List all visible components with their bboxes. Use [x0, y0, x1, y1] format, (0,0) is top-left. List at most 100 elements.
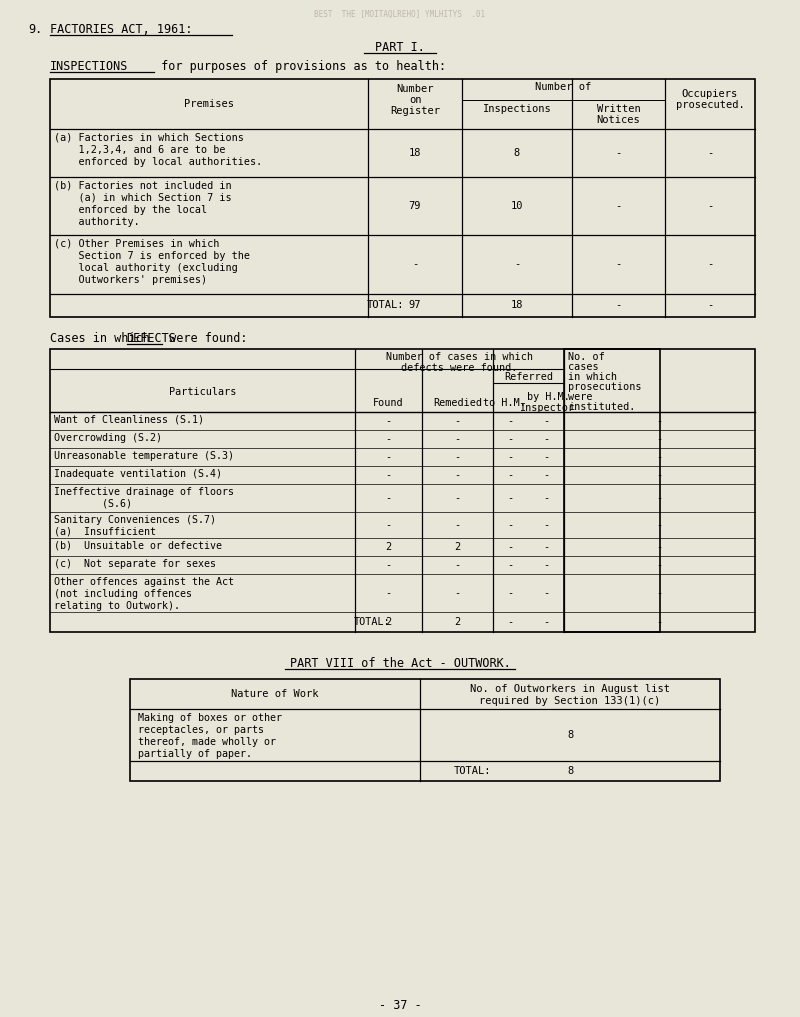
Text: TOTAL:: TOTAL: [366, 300, 404, 310]
Text: BEST  THE [MOITAQLREHO] YMLHITYS  .01: BEST THE [MOITAQLREHO] YMLHITYS .01 [314, 10, 486, 19]
Text: -: - [386, 470, 391, 480]
Text: DEFECTS: DEFECTS [126, 332, 176, 345]
Text: -: - [657, 434, 662, 444]
Text: for purposes of provisions as to health:: for purposes of provisions as to health: [154, 60, 446, 73]
Text: -: - [508, 416, 514, 426]
Text: -: - [454, 452, 461, 462]
Text: - 37 -: - 37 - [378, 999, 422, 1012]
Text: relating to Outwork).: relating to Outwork). [54, 601, 180, 611]
Text: -: - [543, 452, 550, 462]
Text: Notices: Notices [597, 115, 640, 125]
Text: TOTAL:: TOTAL: [354, 617, 391, 627]
Text: -: - [386, 434, 391, 444]
Text: -: - [508, 588, 514, 598]
Text: 18: 18 [510, 300, 523, 310]
Text: partially of paper.: partially of paper. [138, 749, 252, 759]
Text: -: - [454, 588, 461, 598]
Text: -: - [508, 617, 514, 627]
Text: Want of Cleanliness (S.1): Want of Cleanliness (S.1) [54, 415, 204, 425]
Text: Remedied: Remedied [433, 398, 482, 408]
Text: thereof, made wholly or: thereof, made wholly or [138, 737, 276, 747]
Text: -: - [707, 300, 713, 310]
Text: -: - [386, 560, 391, 570]
Text: Sanitary Conveniences (S.7): Sanitary Conveniences (S.7) [54, 515, 216, 525]
Text: (b)  Unsuitable or defective: (b) Unsuitable or defective [54, 541, 222, 551]
Text: enforced by local authorities.: enforced by local authorities. [54, 157, 262, 167]
Text: PART VIII of the Act - OUTWORK.: PART VIII of the Act - OUTWORK. [290, 657, 510, 670]
Text: Making of boxes or other: Making of boxes or other [138, 713, 282, 723]
Text: -: - [543, 560, 550, 570]
Text: Inadequate ventilation (S.4): Inadequate ventilation (S.4) [54, 469, 222, 479]
Text: -: - [543, 470, 550, 480]
Text: (a)  Insufficient: (a) Insufficient [54, 527, 156, 537]
Text: 97: 97 [409, 300, 422, 310]
Text: FACTORIES ACT, 1961:: FACTORIES ACT, 1961: [50, 23, 193, 36]
Text: PART I.: PART I. [375, 41, 425, 54]
Text: -: - [657, 452, 662, 462]
Text: 2: 2 [454, 617, 461, 627]
Text: defects were found.: defects were found. [402, 363, 518, 373]
Text: Number of cases in which: Number of cases in which [386, 352, 533, 362]
Text: -: - [514, 259, 520, 270]
Text: Particulars: Particulars [169, 387, 236, 397]
Text: -: - [454, 520, 461, 530]
Text: -: - [386, 493, 391, 503]
Text: 8: 8 [514, 148, 520, 158]
Text: -: - [615, 300, 622, 310]
Text: -: - [657, 520, 662, 530]
Text: Overcrowding (S.2): Overcrowding (S.2) [54, 433, 162, 443]
Text: -: - [543, 493, 550, 503]
Text: (a) Factories in which Sections: (a) Factories in which Sections [54, 133, 244, 143]
Text: 9.: 9. [28, 23, 42, 36]
Text: 8: 8 [567, 730, 573, 740]
Text: -: - [657, 542, 662, 552]
Text: -: - [454, 493, 461, 503]
Text: -: - [508, 520, 514, 530]
Text: -: - [412, 259, 418, 270]
Text: Other offences against the Act: Other offences against the Act [54, 577, 234, 587]
Text: -: - [508, 560, 514, 570]
Text: (S.6): (S.6) [54, 499, 132, 508]
Text: -: - [454, 470, 461, 480]
Text: authority.: authority. [54, 217, 140, 227]
Text: (c)  Not separate for sexes: (c) Not separate for sexes [54, 559, 216, 569]
Text: -: - [543, 416, 550, 426]
Text: -: - [386, 520, 391, 530]
Text: 1,2,3,4, and 6 are to be: 1,2,3,4, and 6 are to be [54, 145, 226, 155]
Text: were: were [568, 392, 593, 402]
Text: were found:: were found: [162, 332, 248, 345]
Text: No. of: No. of [568, 352, 605, 362]
Text: -: - [615, 201, 622, 211]
Text: -: - [386, 588, 391, 598]
Text: -: - [657, 560, 662, 570]
Bar [130, 679, 720, 781]
Text: -: - [657, 416, 662, 426]
Bar [50, 79, 755, 317]
Text: Section 7 is enforced by the: Section 7 is enforced by the [54, 251, 250, 261]
Text: Found: Found [373, 398, 404, 408]
Text: -: - [707, 201, 713, 211]
Text: -: - [508, 470, 514, 480]
Text: enforced by the local: enforced by the local [54, 205, 207, 215]
Text: -: - [543, 520, 550, 530]
Text: -: - [615, 259, 622, 270]
Text: -: - [657, 588, 662, 598]
Text: 18: 18 [409, 148, 422, 158]
Text: -: - [707, 148, 713, 158]
Text: -: - [508, 434, 514, 444]
Text: (b) Factories not included in: (b) Factories not included in [54, 181, 232, 191]
Text: -: - [707, 259, 713, 270]
Text: -: - [543, 434, 550, 444]
Text: INSPECTIONS: INSPECTIONS [50, 60, 128, 73]
Text: prosecutions: prosecutions [568, 382, 642, 392]
Text: Inspector: Inspector [519, 403, 574, 413]
Text: Register: Register [390, 106, 440, 116]
Text: -: - [543, 617, 550, 627]
Text: 2: 2 [454, 542, 461, 552]
Text: -: - [657, 493, 662, 503]
Text: -: - [386, 416, 391, 426]
Text: No. of Outworkers in August list: No. of Outworkers in August list [470, 684, 670, 694]
Text: instituted.: instituted. [568, 402, 635, 412]
Text: to H.M.: to H.M. [483, 398, 526, 408]
Text: receptacles, or parts: receptacles, or parts [138, 725, 264, 735]
